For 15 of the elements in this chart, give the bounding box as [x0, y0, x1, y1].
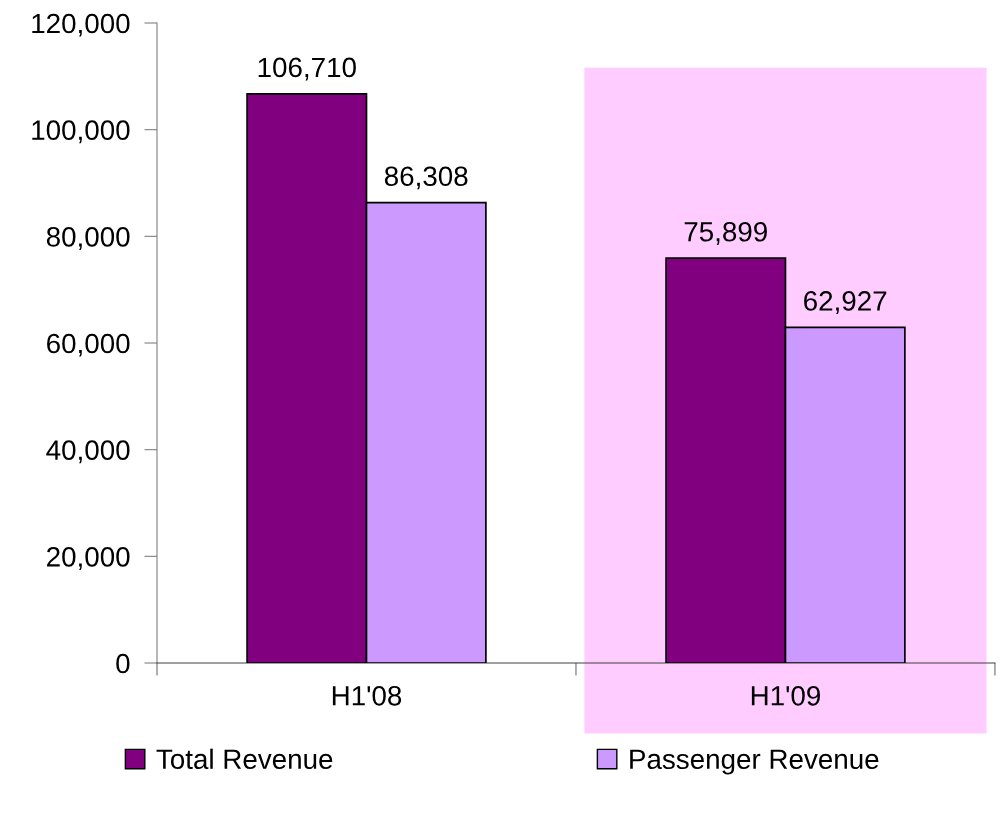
y-tick-label: 120,000: [32, 13, 130, 37]
y-tick-label: 20,000: [47, 547, 130, 570]
x-tick-label: H1'09: [751, 685, 820, 706]
y-tick-label: 40,000: [46, 440, 130, 464]
x-tick-label: H1'08: [332, 685, 402, 706]
data-label: 106,710: [258, 57, 356, 81]
data-label: 62,927: [804, 291, 887, 315]
y-tick-label: 0: [116, 653, 130, 674]
y-tick-label: 100,000: [32, 120, 130, 144]
data-label: 86,308: [384, 166, 468, 190]
y-tick-label: 80,000: [46, 227, 130, 250]
legend-label: Total Revenue: [156, 748, 333, 770]
data-label: 75,899: [684, 221, 767, 245]
legend-label: Passenger Revenue: [630, 749, 879, 775]
y-tick-label: 60,000: [47, 333, 130, 357]
